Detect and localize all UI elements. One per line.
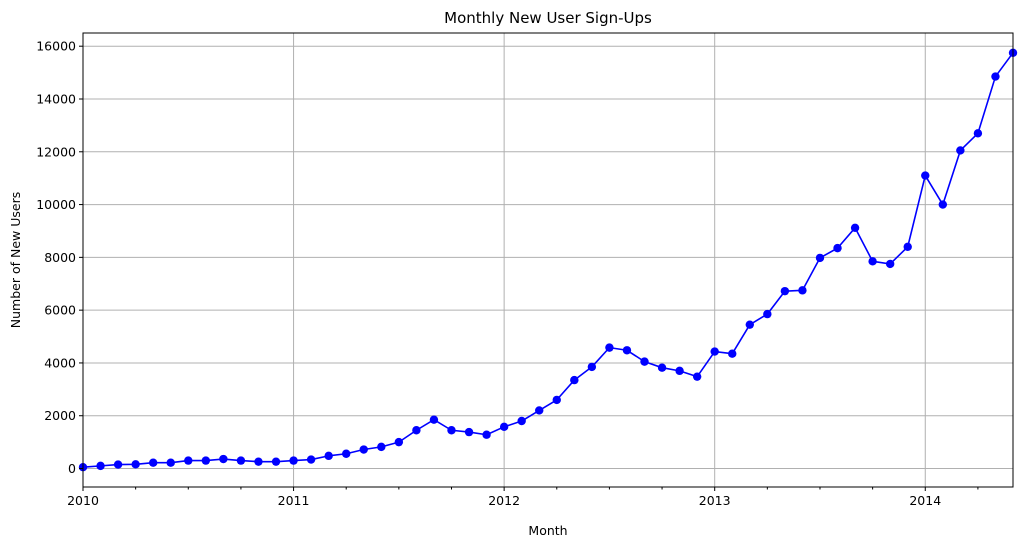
data-point: [675, 366, 684, 376]
data-point: [219, 454, 228, 464]
data-point: [710, 347, 719, 356]
data-point: [447, 426, 456, 435]
data-point: [254, 457, 263, 466]
y-tick-label: 8000: [44, 250, 76, 265]
y-tick-label: 2000: [44, 408, 76, 423]
data-point: [377, 442, 386, 452]
data-point: [289, 456, 298, 465]
chart-title: Monthly New User Sign-Ups: [444, 9, 652, 27]
data-point: [885, 259, 895, 269]
axis-ticks: 0 2000 4000 6000 8000 10000 12000 14000 16000 201…: [36, 39, 979, 508]
data-point: [833, 243, 842, 253]
data-point: [184, 456, 193, 465]
y-tick-label: 16000: [36, 39, 76, 54]
data-point: [96, 461, 105, 471]
data-point: [692, 372, 702, 381]
data-point: [131, 460, 140, 469]
data-point: [605, 343, 614, 352]
data-point: [587, 362, 597, 372]
data-point: [991, 72, 1000, 81]
data-point: [657, 363, 667, 372]
data-point: [271, 457, 281, 466]
data-point: [798, 286, 807, 295]
data-point: [815, 253, 825, 263]
data-point: [552, 395, 561, 405]
data-point: [938, 200, 948, 209]
data-point: [201, 456, 211, 465]
x-tick-label: 2014: [909, 493, 941, 508]
x-tick-label: 2010: [67, 493, 99, 508]
data-point: [640, 357, 649, 366]
data-point: [745, 320, 754, 329]
data-point: [850, 223, 860, 232]
data-point: [359, 445, 368, 454]
x-tick-label: 2011: [278, 493, 310, 508]
data-point: [868, 257, 877, 266]
data-point: [412, 426, 421, 435]
y-tick-label: 14000: [36, 91, 76, 106]
data-point: [517, 416, 526, 426]
data-point: [535, 406, 544, 415]
data-point: [570, 375, 579, 385]
data-point: [113, 460, 123, 469]
x-tick-label: 2013: [699, 493, 731, 508]
y-tick-label: 12000: [36, 144, 76, 159]
y-tick-label: 10000: [36, 197, 76, 212]
data-point: [166, 458, 175, 467]
data-point: [780, 286, 790, 296]
data-point: [903, 242, 912, 252]
data-point: [728, 349, 737, 358]
x-axis-label: Month: [528, 523, 567, 538]
data-point: [306, 455, 316, 464]
data-point: [236, 456, 246, 465]
data-point: [394, 437, 404, 447]
y-tick-label: 6000: [44, 303, 76, 318]
y-tick-label: 4000: [44, 355, 76, 370]
data-point: [973, 129, 983, 138]
data-point: [482, 430, 491, 439]
data-point: [342, 449, 351, 458]
series-line: [78, 48, 1018, 472]
data-point: [148, 458, 158, 467]
data-point: [921, 171, 930, 180]
y-tick-label: 0: [68, 461, 76, 476]
data-point: [763, 309, 772, 319]
data-point: [324, 451, 333, 461]
data-point: [956, 146, 965, 155]
plot-frame: [82, 32, 1014, 488]
x-tick-label: 2012: [488, 493, 520, 508]
data-point: [464, 427, 474, 437]
y-axis-label: Number of New Users: [8, 192, 23, 328]
data-point: [622, 346, 632, 355]
data-point: [499, 422, 509, 432]
data-point: [429, 415, 439, 424]
